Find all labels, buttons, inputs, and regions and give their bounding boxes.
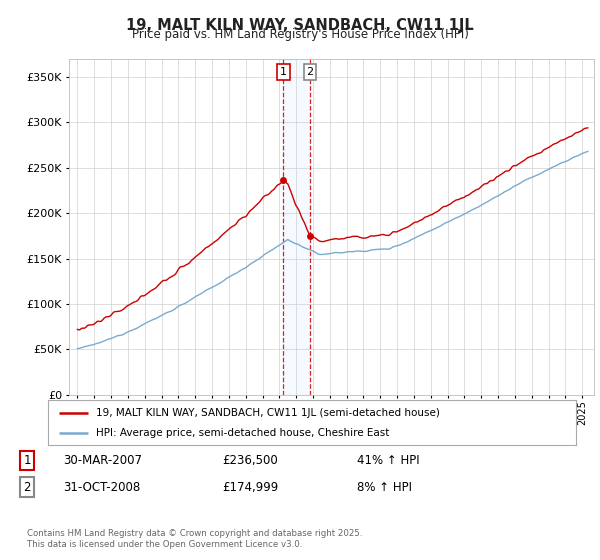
Text: 1: 1: [23, 454, 31, 467]
Text: 41% ↑ HPI: 41% ↑ HPI: [357, 454, 419, 467]
Text: 2: 2: [307, 67, 314, 77]
Text: 31-OCT-2008: 31-OCT-2008: [63, 480, 140, 494]
Text: £236,500: £236,500: [222, 454, 278, 467]
Text: £174,999: £174,999: [222, 480, 278, 494]
Bar: [283, 59, 310, 395]
Text: 2: 2: [23, 480, 31, 494]
Text: 30-MAR-2007: 30-MAR-2007: [63, 454, 142, 467]
Text: HPI: Average price, semi-detached house, Cheshire East: HPI: Average price, semi-detached house,…: [95, 428, 389, 438]
Text: 19, MALT KILN WAY, SANDBACH, CW11 1JL (semi-detached house): 19, MALT KILN WAY, SANDBACH, CW11 1JL (s…: [95, 408, 439, 418]
Text: 1: 1: [280, 67, 287, 77]
Text: 8% ↑ HPI: 8% ↑ HPI: [357, 480, 412, 494]
Text: 19, MALT KILN WAY, SANDBACH, CW11 1JL: 19, MALT KILN WAY, SANDBACH, CW11 1JL: [126, 18, 474, 33]
Text: Price paid vs. HM Land Registry's House Price Index (HPI): Price paid vs. HM Land Registry's House …: [131, 28, 469, 41]
Text: Contains HM Land Registry data © Crown copyright and database right 2025.
This d: Contains HM Land Registry data © Crown c…: [27, 529, 362, 549]
